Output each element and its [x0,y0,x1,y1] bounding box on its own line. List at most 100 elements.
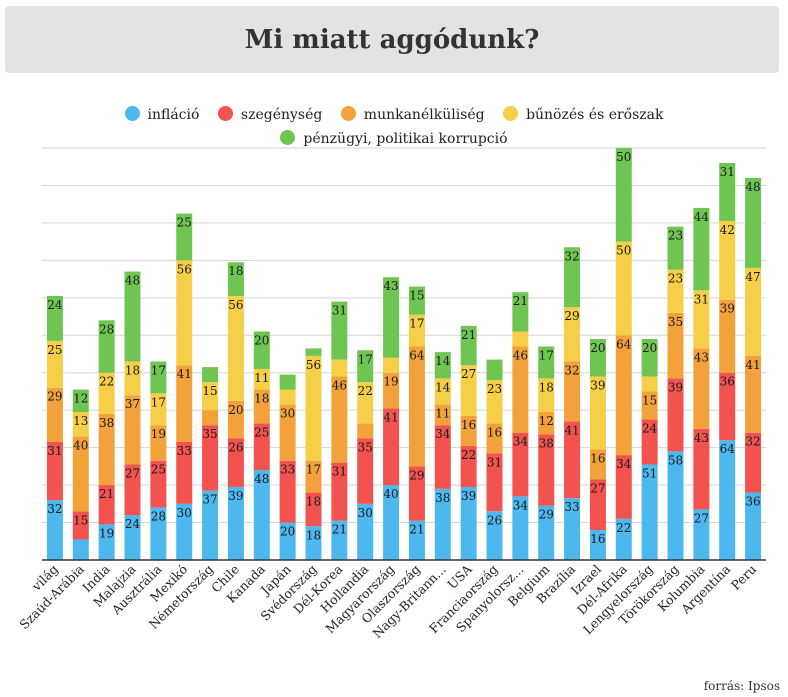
bar-segment [564,307,581,362]
data-label: 38 [99,416,114,430]
bar-segment [434,352,451,379]
bar-segment [383,485,400,560]
bar-segment [357,350,374,383]
data-label: 37 [202,493,217,507]
data-label: 25 [47,343,62,357]
bar-segment [46,387,63,443]
legend-item-szegenyseg[interactable]: szegénység [217,103,323,127]
legend-row-2: pénzügyi, politikai korrupció [0,127,788,151]
bar-segment [227,486,244,560]
data-label: 21 [513,294,528,308]
bar-segment [150,393,167,426]
data-label: 56 [228,298,243,312]
data-label: 16 [590,532,605,546]
bar-segment [745,267,762,356]
bar-segment [202,425,219,491]
data-label: 64 [720,442,736,456]
legend-swatch-bunozes [503,106,519,121]
bar-segment [227,438,244,487]
bar-segment [667,226,684,270]
bar-segment [486,380,503,424]
data-label: 26 [487,513,502,527]
bar-segment [72,511,89,540]
bar-segment [46,295,63,341]
legend-swatch-munkanelkuliseg [340,106,356,121]
data-label: 20 [642,341,657,355]
bar-segment [512,496,529,560]
data-label: 29 [47,390,62,404]
data-label: 21 [332,523,347,537]
bar-segment [667,312,684,379]
data-label: 56 [306,358,321,372]
data-label: 48 [745,180,760,194]
bar-segment [150,361,167,394]
legend-item-munkanelkuliseg[interactable]: munkanélküliség [340,103,485,127]
bar-segment [460,365,477,416]
data-label: 51 [642,466,657,480]
bar-segment [693,290,710,349]
legend-label-szegenyseg: szegénység [240,107,323,123]
bar-segment [486,511,503,560]
bar-segment [383,372,400,409]
data-label: 18 [306,528,321,542]
bar-segment [434,404,451,426]
data-label: 50 [616,244,631,258]
data-label: 39 [590,378,605,392]
data-label: 17 [358,352,373,366]
bar-segment [176,503,193,560]
legend-item-inflacio[interactable]: infláció [124,103,199,127]
bar-segment [331,376,348,463]
bar-segment [486,359,503,381]
data-label: 56 [177,262,192,276]
data-label: 15 [73,513,88,527]
bar-segment [434,378,451,405]
data-label: 27 [461,367,476,381]
bar-segment [124,464,141,516]
data-label: 30 [358,506,373,520]
legend-item-korrupcio[interactable]: pénzügyi, politikai korrupció [280,127,508,151]
bar-segment [538,434,555,506]
bar-segment [460,325,477,366]
bar-segment [408,314,425,347]
legend-item-bunozes[interactable]: bűnözés és erőszak [503,103,664,127]
bar-segment [745,492,762,560]
bar-segment [719,299,736,373]
bar-segment [253,470,270,560]
data-label: 14 [435,354,451,368]
bar-segment [176,213,193,261]
data-label: 17 [409,317,424,331]
data-label: 32 [564,249,579,263]
data-label: 32 [47,502,62,516]
bar-segment [331,359,348,377]
bar-segment [72,412,89,437]
bar-segment [305,492,322,527]
legend-label-bunozes: bűnözés és erőszak [526,107,664,123]
data-label: 34 [616,457,632,471]
bar-segment [176,442,193,504]
data-label: 34 [435,427,451,441]
bar-segment [460,415,477,446]
bar-segment [176,365,193,443]
data-label: 31 [332,465,347,479]
data-label: 64 [616,337,632,351]
x-tick-label: Peru [728,562,759,593]
bar-segment [641,464,658,560]
bar-segment [693,509,710,560]
bar-segment [745,355,762,433]
bar-segment [693,207,710,291]
data-label: 15 [202,384,217,398]
bar-segment [279,389,296,405]
bar-segment [357,423,374,439]
data-label: 40 [73,438,88,452]
data-label: 28 [151,510,166,524]
bar-segment [279,374,296,390]
source-note: forrás: Ipsos [703,679,780,693]
bar-segment [615,518,632,560]
bar-segment [745,432,762,493]
bar-segment [46,340,63,388]
data-label: 21 [461,328,476,342]
data-label: 17 [151,363,166,377]
data-label: 40 [383,487,398,501]
bar-segment [434,488,451,560]
data-label: 29 [539,508,554,522]
